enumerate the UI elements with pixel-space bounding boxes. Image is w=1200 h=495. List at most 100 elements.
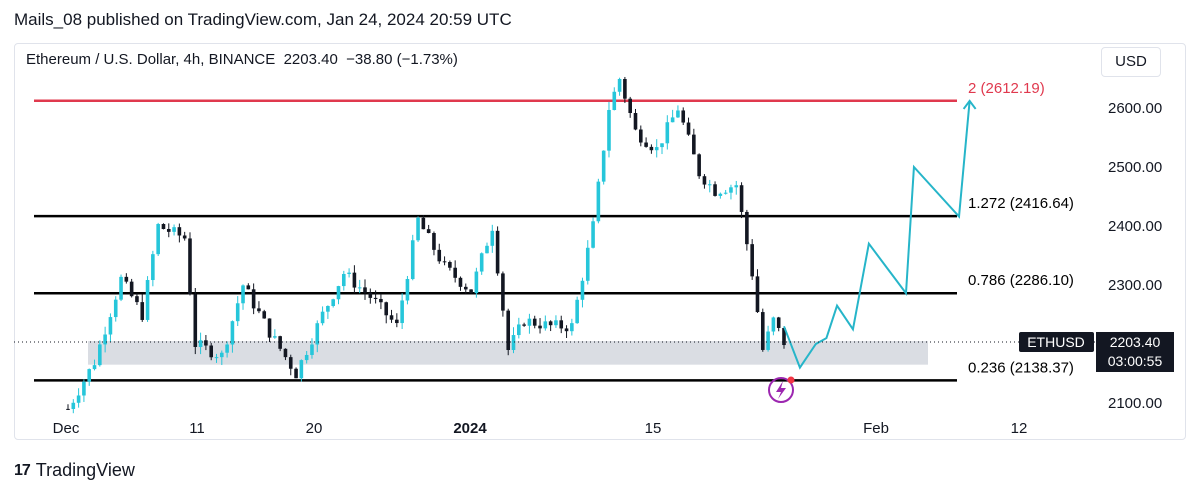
candle-body bbox=[363, 287, 367, 293]
candle-body bbox=[267, 318, 272, 338]
candle-body bbox=[453, 267, 457, 278]
candle-body bbox=[310, 344, 314, 355]
fib-level-label-3: 0.236 (2138.37) bbox=[968, 359, 1074, 376]
candle-body bbox=[352, 272, 357, 288]
candle-body bbox=[405, 279, 410, 301]
candle-body bbox=[776, 317, 781, 328]
candle-body bbox=[692, 134, 696, 155]
candle-body bbox=[182, 235, 187, 239]
tradingview-logo-icon: 17 bbox=[14, 461, 31, 479]
currency-button[interactable]: USD bbox=[1101, 47, 1161, 77]
projection-layer bbox=[783, 99, 977, 370]
chart-pane[interactable] bbox=[14, 43, 1186, 440]
candle-body bbox=[739, 185, 744, 212]
time-tick-label-0: Dec bbox=[53, 420, 80, 437]
last-price-layer: ETHUSD 2203.40 03:00:55 bbox=[14, 331, 1174, 372]
candle-body bbox=[633, 112, 638, 130]
lightning-icon[interactable] bbox=[768, 377, 794, 403]
candle-body bbox=[469, 289, 473, 294]
indicator-icon-layer bbox=[768, 376, 795, 403]
candle-body bbox=[71, 402, 76, 410]
candle-body bbox=[437, 249, 442, 262]
candle-body bbox=[548, 321, 553, 326]
candle-body bbox=[400, 300, 404, 324]
candle-body bbox=[490, 230, 495, 246]
candle-body bbox=[426, 229, 431, 234]
candle-body bbox=[103, 334, 107, 345]
candle-body bbox=[670, 117, 675, 123]
candle-body bbox=[389, 315, 394, 320]
candle-body bbox=[320, 311, 325, 324]
candle-body bbox=[262, 311, 267, 319]
candle-body bbox=[760, 312, 765, 350]
last-price-badge-bg bbox=[1096, 331, 1174, 372]
candle-body bbox=[172, 227, 176, 232]
candle-body bbox=[294, 368, 298, 379]
candle-body bbox=[654, 147, 659, 151]
candle-body bbox=[707, 184, 712, 186]
candle-body bbox=[596, 181, 601, 222]
candle-body bbox=[225, 344, 229, 353]
price-tick-label-0: 2100.00 bbox=[1108, 395, 1162, 412]
candle-body bbox=[166, 229, 171, 232]
candle-body bbox=[198, 340, 203, 347]
candle-body bbox=[66, 408, 70, 410]
candle-body bbox=[357, 287, 362, 289]
brand-footer: 17 TradingView bbox=[14, 460, 135, 481]
price-tick-label-5: 2600.00 bbox=[1108, 100, 1162, 117]
candle-body bbox=[220, 352, 224, 358]
candle-body bbox=[506, 310, 511, 351]
candle-body bbox=[649, 146, 654, 151]
candle-body bbox=[766, 331, 770, 350]
candle-body bbox=[681, 110, 686, 123]
candle-body bbox=[177, 227, 182, 236]
candle-body bbox=[315, 323, 320, 345]
candle-body bbox=[193, 294, 198, 347]
candle-body bbox=[108, 317, 113, 335]
brand-name: TradingView bbox=[35, 460, 135, 480]
candle-body bbox=[718, 193, 723, 196]
lightning-bolt-icon bbox=[776, 381, 786, 399]
candle-body bbox=[326, 305, 330, 312]
candle-body bbox=[591, 221, 595, 248]
candle-body bbox=[82, 381, 86, 396]
time-axis-layer: Dec 11 20 2024 15 Feb 12 bbox=[53, 420, 1028, 437]
candle-body bbox=[119, 276, 123, 300]
candle-body bbox=[214, 357, 219, 359]
candle-body bbox=[251, 289, 256, 309]
candle-body bbox=[575, 299, 579, 324]
candle-body bbox=[98, 344, 102, 366]
candle-body bbox=[697, 154, 701, 177]
candle-body bbox=[554, 320, 558, 326]
time-tick-label-1: 11 bbox=[189, 420, 205, 437]
last-price-value: 2203.40 bbox=[1110, 334, 1161, 350]
candle-body bbox=[331, 299, 335, 306]
time-tick-label-5: Feb bbox=[863, 420, 889, 437]
candle-body bbox=[511, 335, 516, 351]
candle-body bbox=[495, 230, 500, 274]
candle-body bbox=[601, 150, 606, 182]
candle-body bbox=[336, 286, 341, 300]
candle-body bbox=[304, 354, 309, 361]
candle-body bbox=[517, 324, 521, 336]
candle-body bbox=[87, 369, 92, 382]
projection-path[interactable] bbox=[783, 100, 971, 370]
candle-body bbox=[347, 272, 351, 274]
candle-body bbox=[522, 324, 526, 326]
symbol-badge-bg bbox=[1019, 331, 1094, 352]
candle-body bbox=[278, 336, 282, 349]
candle-body bbox=[607, 109, 611, 151]
candle-body bbox=[734, 185, 739, 188]
candle-body bbox=[395, 319, 399, 324]
candle-body bbox=[135, 296, 139, 303]
bar-countdown: 03:00:55 bbox=[1108, 353, 1163, 369]
candle-body bbox=[416, 217, 420, 241]
candle-body bbox=[92, 365, 97, 370]
price-tick-label-3: 2400.00 bbox=[1108, 218, 1162, 235]
candle-body bbox=[702, 176, 707, 185]
candle-body bbox=[230, 321, 235, 345]
time-tick-label-3: 2024 bbox=[453, 420, 487, 437]
candle-body bbox=[384, 302, 389, 316]
candle-body bbox=[145, 280, 150, 320]
